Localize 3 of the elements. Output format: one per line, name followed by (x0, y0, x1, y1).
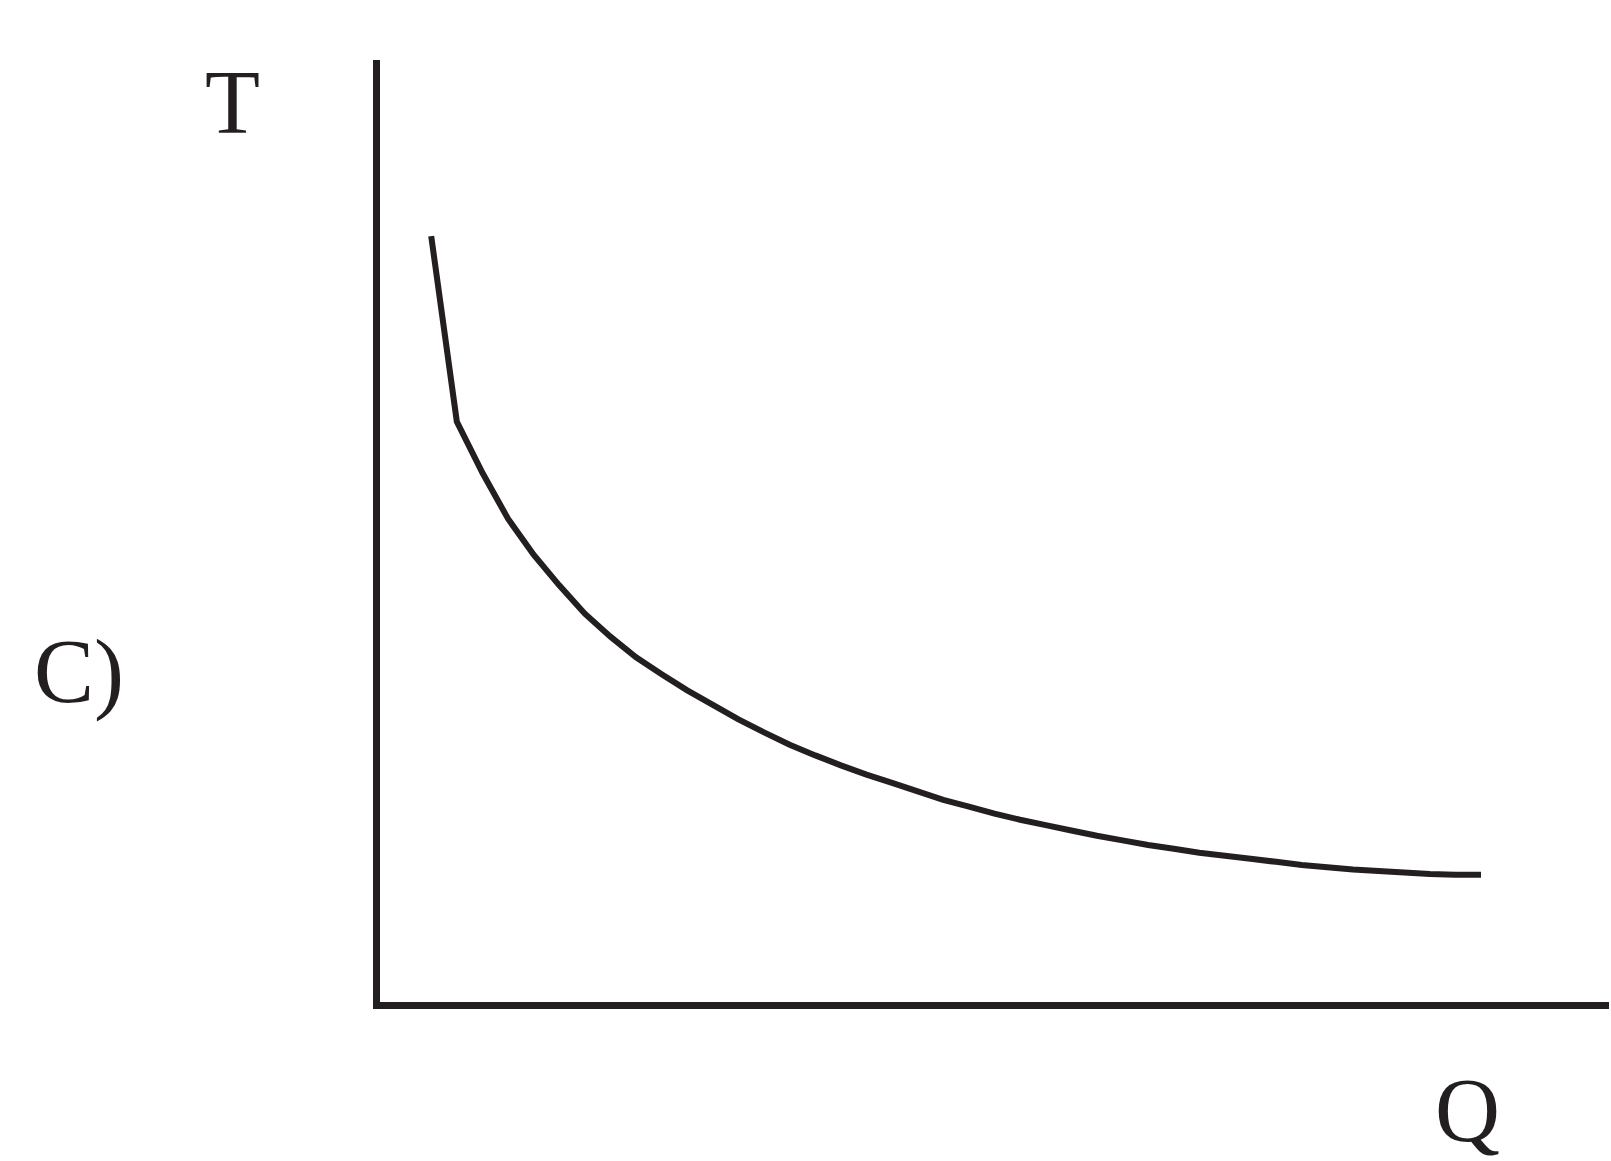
text: C) (34, 622, 124, 722)
y-axis-title: T (205, 53, 260, 152)
x-axis-title: Q (1435, 1061, 1500, 1160)
